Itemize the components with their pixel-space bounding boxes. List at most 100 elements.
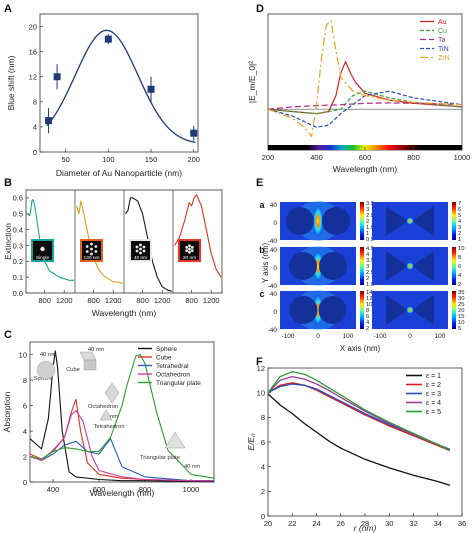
panel-f-ylabel: E/E₀ <box>246 433 256 451</box>
panel-b-particle <box>190 249 194 253</box>
panel-b-xtick-label: 800 <box>185 296 198 305</box>
panel-b-particle <box>139 247 142 251</box>
panel-b-ytick-label: 0.1 <box>13 273 23 282</box>
panel-c-legend-label: Triangular plate <box>156 380 201 387</box>
panel-c-series-line <box>29 438 214 482</box>
panel-a-frame <box>39 13 199 153</box>
panel-e-colorbar-tick: 10 <box>458 246 464 252</box>
panel-c-legend-label: Sphere <box>156 346 177 353</box>
panel-b-particle <box>85 245 89 248</box>
panel-f-ytick-label: 4 <box>261 462 265 471</box>
panel-b-inset-image <box>80 239 103 262</box>
panel-c-xtick-label: 800 <box>139 485 152 494</box>
panel-e-particle-right <box>322 207 350 235</box>
panel-a-xtick-label: 200 <box>187 155 200 164</box>
panel-c-ytick-label: 10 <box>19 351 27 360</box>
panel-d-xtick-label: 1000 <box>454 153 471 162</box>
panel-c-ytick-label: 4 <box>23 427 27 436</box>
panel-c-annotation: Tetrahedron <box>94 424 125 430</box>
panel-e-particle-left <box>289 296 318 324</box>
panel-e-xtick-label: 100 <box>343 333 354 340</box>
panel-d-series-line <box>267 20 463 137</box>
panel-c-octahedron-icon <box>104 382 120 404</box>
panel-d-legend-label: ZrN <box>438 55 450 62</box>
panel-letter-f: F <box>256 356 263 368</box>
panel-e-colorbar-tick: 35 <box>458 290 464 296</box>
panel-a-ytick-label: 4 <box>33 123 37 132</box>
panel-d-legend-label: Cu <box>438 28 447 35</box>
panel-e-row-label: c <box>259 289 264 299</box>
panel-e-tip-hotspot <box>406 217 414 225</box>
panel-e-hotspot <box>313 206 323 236</box>
panel-b-ytick-label: 0.2 <box>13 257 23 266</box>
panel-f-legend-label: ε = 1 <box>426 373 441 380</box>
panel-b-ytick-label: 0.0 <box>13 289 23 298</box>
panel-e-colorbar-tick: 3 <box>366 264 369 270</box>
panel-b-ylabel: Extinction <box>3 223 13 260</box>
panel-d-legend-label: Au <box>438 19 447 26</box>
panel-b-xtick-label: 800 <box>87 296 100 305</box>
panel-e-right-colorbar <box>452 247 456 285</box>
panel-e-particle-left <box>286 207 314 235</box>
panel-d-xtick-label: 200 <box>262 153 275 162</box>
panel-f-xtick-label: 20 <box>264 519 272 528</box>
panel-b-particle <box>190 246 194 249</box>
panel-e-xlabel: X axis (nm) <box>340 344 381 353</box>
panel-d-series-line <box>267 90 463 115</box>
panel-d-xlabel: Wavelength (nm) <box>333 164 398 174</box>
panel-b-ytick-label: 0.6 <box>13 194 23 203</box>
panel-c-annotation: 40 nm <box>184 464 200 470</box>
panel-c-annotation: Triangular plate <box>140 455 180 461</box>
panel-c-xtick-label: 600 <box>93 485 106 494</box>
panel-e-colorbar-tick: 1 <box>366 231 369 237</box>
panel-e-tip-hotspot <box>406 262 414 270</box>
panel-e-colorbar-tick: 5 <box>458 326 461 332</box>
panel-c-ytick-label: 2 <box>23 452 27 461</box>
panel-f-ytick-label: 2 <box>261 487 265 496</box>
panel-c-ylabel: Absorption <box>2 391 12 432</box>
panel-e-hotspot <box>313 295 323 325</box>
panel-b-particle <box>188 244 191 248</box>
panel-c-frame <box>29 341 215 483</box>
panel-e-colorbar-tick: 2.5 <box>366 270 374 276</box>
panel-a-data-point <box>45 117 53 125</box>
panel-e-colorbar-tick: 2 <box>458 231 461 237</box>
panel-e-xtick-label: -100 <box>281 333 294 340</box>
panel-f-xtick-label: 22 <box>288 519 296 528</box>
panel-b-ytick-label: 0.4 <box>13 225 23 234</box>
panel-d-legend-label: TiN <box>438 46 449 53</box>
panel-f-series-line <box>267 382 451 452</box>
panel-a-data-point <box>53 73 61 81</box>
panel-b-spectrum-line <box>174 194 222 278</box>
panel-b-spectrum-line <box>125 197 173 292</box>
panel-e-colorbar-tick: 10 <box>458 320 464 326</box>
panel-e-left-colorbar <box>360 291 364 329</box>
panel-c-triangle-plate-icon <box>164 431 186 449</box>
panel-e-left-colorbar <box>360 202 364 240</box>
panel-a-ytick-label: 0 <box>33 148 37 157</box>
panel-f-ytick-label: 0 <box>261 512 265 521</box>
panel-letter-b: B <box>4 177 12 189</box>
panel-e-tip-right <box>412 295 434 325</box>
panel-e-xtick-label: 0 <box>316 333 320 340</box>
panel-e-left-colorbar <box>360 247 364 285</box>
panel-b-xtick-label: 1200 <box>105 296 122 305</box>
panel-e-colorbar-tick: 30 <box>458 296 464 302</box>
panel-e-tip-left <box>386 295 408 325</box>
panel-b-particle <box>139 251 142 255</box>
panel-a-xtick-label: 50 <box>61 155 69 164</box>
panel-b-particle <box>90 252 93 256</box>
panel-e-colorbar-tick: 4 <box>366 252 370 258</box>
panel-e-particle-right <box>318 296 347 324</box>
panel-e-colorbar-tick: 4.5 <box>366 246 374 252</box>
panel-c-series-line <box>29 350 214 482</box>
panel-d-series-line <box>267 102 463 110</box>
panel-a-ytick-label: 12 <box>29 73 37 82</box>
panel-e-xtick-label: 0 <box>408 333 412 340</box>
panel-c-ytick-label: 8 <box>23 376 27 385</box>
panel-d-ylabel: |E_m/E_0|² <box>247 61 257 103</box>
panel-e-colorbar-tick: 5 <box>458 213 461 219</box>
panel-c-annotation: 40 nm <box>88 347 104 353</box>
panel-e-colorbar-tick: 1 <box>458 237 461 243</box>
panel-b-xtick-label: 1200 <box>56 296 73 305</box>
